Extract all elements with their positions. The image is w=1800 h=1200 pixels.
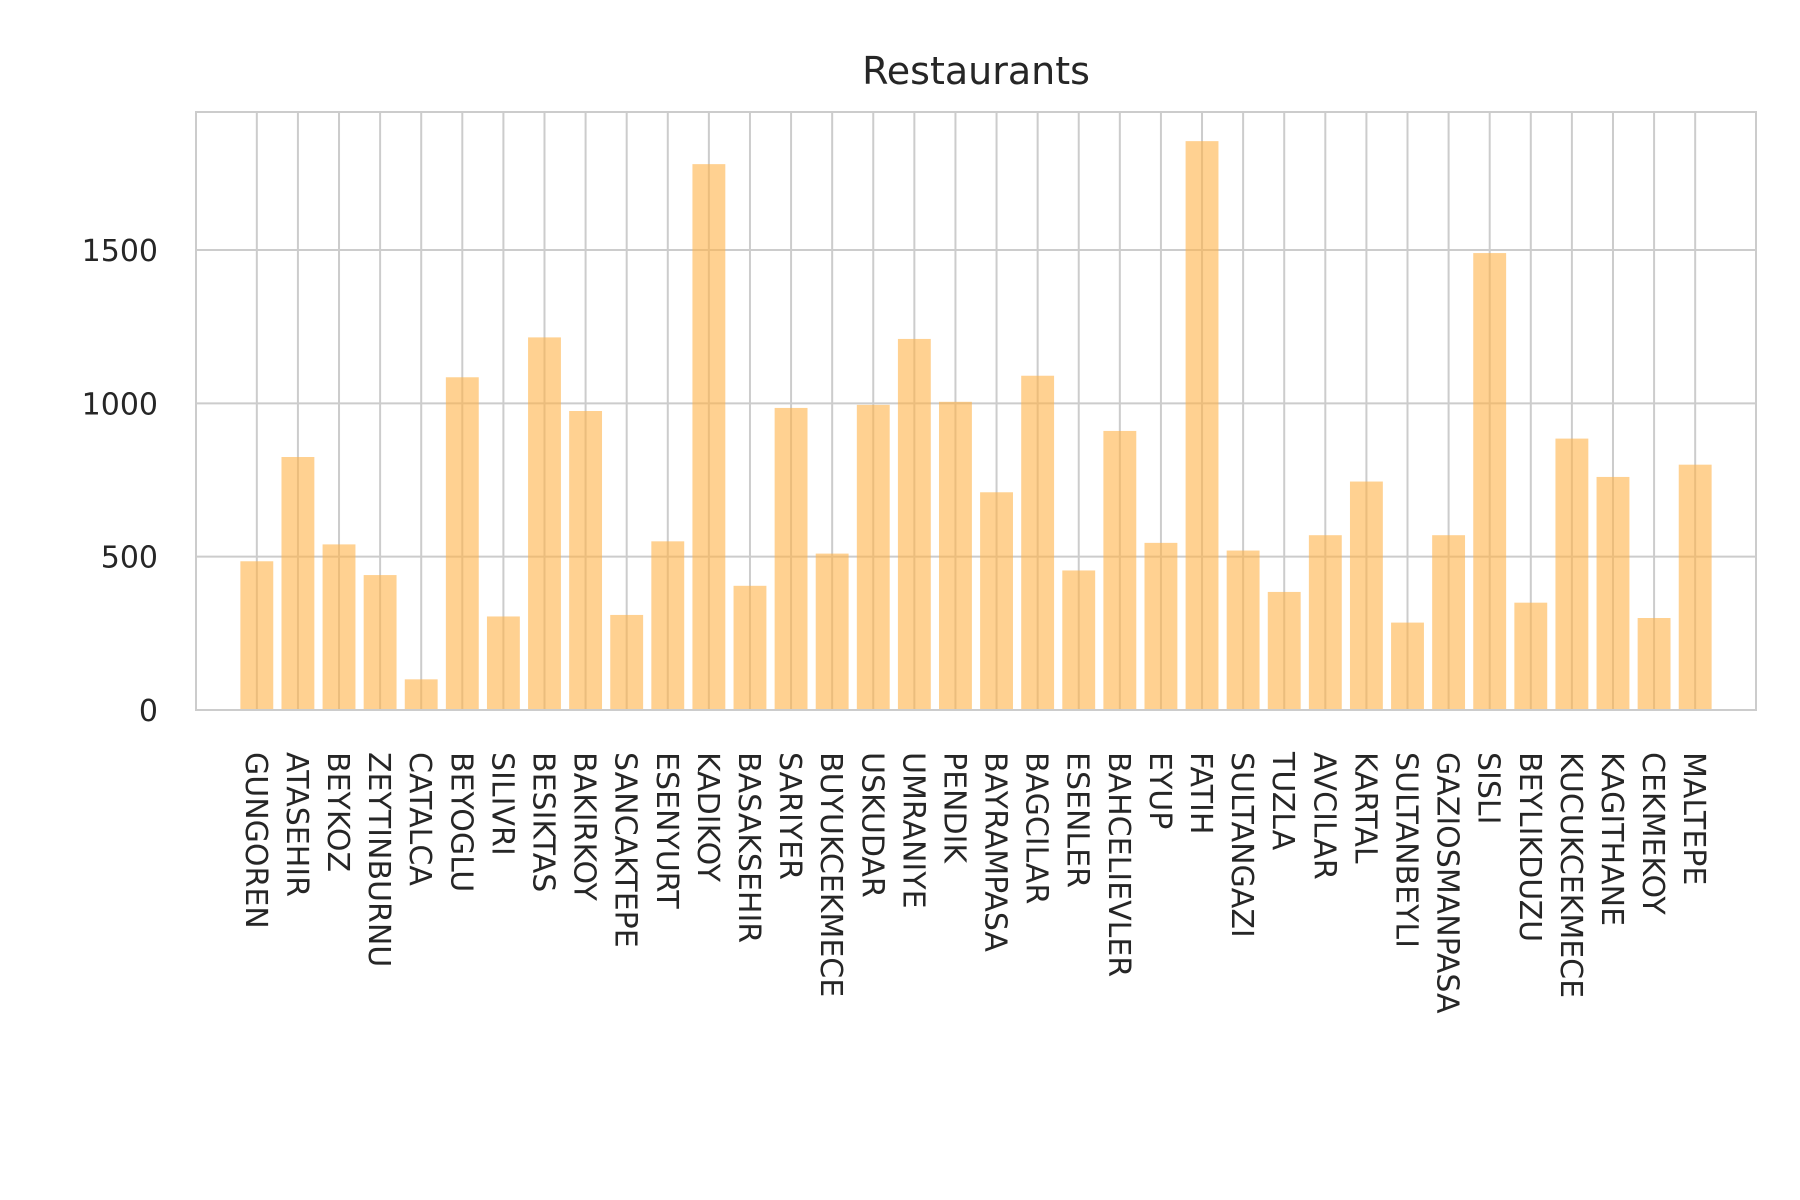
bar xyxy=(569,411,603,710)
bar xyxy=(1432,535,1466,710)
x-tick-label: SULTANGAZI xyxy=(1224,752,1259,938)
x-tick-label: ESENLER xyxy=(1060,752,1095,888)
x-tick-label: ESENYURT xyxy=(649,752,684,909)
bar xyxy=(1144,542,1178,710)
bar xyxy=(651,541,685,710)
bar xyxy=(897,338,931,710)
x-tick-label: BEYLIKDUZU xyxy=(1512,752,1547,942)
bar xyxy=(815,553,849,710)
y-tick-label: 1000 xyxy=(82,387,158,422)
bar xyxy=(1062,570,1096,710)
bar xyxy=(281,457,315,710)
x-tick-label: ZEYTINBURNU xyxy=(361,752,396,967)
x-tick-label: EYUP xyxy=(1142,752,1177,829)
x-tick-label: BUYUKCEKMECE xyxy=(813,752,848,997)
x-tick-label: SARIYER xyxy=(772,752,807,880)
x-tick-label: KARTAL xyxy=(1347,752,1382,864)
chart-title: Restaurants xyxy=(862,49,1090,93)
x-tick-label: KUCUKCEKMECE xyxy=(1553,752,1588,998)
x-tick-label: KAGITHANE xyxy=(1594,752,1629,926)
bar xyxy=(1349,481,1383,710)
x-tick-label: BASAKSEHIR xyxy=(731,752,766,943)
bar xyxy=(1555,438,1589,710)
x-tick-label: ATASEHIR xyxy=(279,752,314,897)
bar xyxy=(1391,622,1424,710)
bar-layer xyxy=(240,141,1712,711)
x-tick-label: PENDIK xyxy=(936,752,971,864)
x-tick-label: MALTEPE xyxy=(1676,752,1711,885)
bar xyxy=(1021,375,1055,710)
bar xyxy=(1473,253,1507,711)
plot-frame xyxy=(195,111,1757,711)
y-tick-label: 500 xyxy=(101,541,158,576)
x-tick-label: BESIKTAS xyxy=(525,752,560,892)
x-tick-label: SULTANBEYLI xyxy=(1389,752,1424,948)
bar xyxy=(240,561,274,710)
x-tick-label: BAHCELIEVLER xyxy=(1101,752,1136,977)
x-tick-label: BEYKOZ xyxy=(320,752,355,872)
x-tick-label: GUNGOREN xyxy=(238,752,273,929)
bar xyxy=(733,585,767,710)
bar xyxy=(322,544,356,710)
bar xyxy=(856,404,890,710)
bar xyxy=(1308,535,1342,710)
bar xyxy=(939,401,972,710)
bar xyxy=(1596,476,1630,710)
bar xyxy=(1678,464,1712,710)
bar xyxy=(1267,591,1301,710)
y-tick-label: 1500 xyxy=(82,234,158,269)
bar xyxy=(486,616,520,710)
x-tick-label: SANCAKTEPE xyxy=(608,752,643,948)
x-tick-label: CATALCA xyxy=(402,752,437,886)
x-tick-label: GAZIOSMANPASA xyxy=(1430,752,1465,1014)
bar xyxy=(1103,430,1137,710)
bar xyxy=(1514,602,1548,710)
x-tick-label: KADIKOY xyxy=(690,752,725,883)
bar xyxy=(980,492,1013,710)
x-tick-label: BAGCILAR xyxy=(1019,752,1054,904)
y-axis-ticks: 0 500 1000 1500 xyxy=(82,234,158,729)
x-tick-label: FATIH xyxy=(1183,752,1218,834)
bar xyxy=(610,614,644,710)
x-tick-label: USKUDAR xyxy=(854,752,889,898)
bar xyxy=(404,679,438,710)
bar xyxy=(528,337,561,710)
bar xyxy=(445,377,479,710)
bar xyxy=(1226,550,1260,710)
x-tick-label: SILIVRI xyxy=(484,752,519,856)
bar xyxy=(363,575,397,710)
bar xyxy=(1637,618,1671,710)
bar xyxy=(692,164,726,711)
x-tick-label: AVCILAR xyxy=(1306,752,1341,880)
x-tick-label: TUZLA xyxy=(1265,751,1300,851)
x-tick-label: UMRANIYE xyxy=(895,752,930,909)
x-tick-label: BEYOGLU xyxy=(443,752,478,892)
x-tick-label: CEKMEKOY xyxy=(1635,752,1670,915)
y-tick-label: 0 xyxy=(139,694,158,729)
x-tick-label: SISLI xyxy=(1471,752,1506,825)
x-tick-label: BAYRAMPASA xyxy=(978,752,1013,952)
bar xyxy=(774,407,808,710)
x-tick-label: BAKIRKOY xyxy=(567,752,602,901)
bar xyxy=(1185,141,1219,711)
x-axis-ticks: GUNGOREN ATASEHIR BEYKOZ ZEYTINBURNU CATALCA… xyxy=(238,751,1711,1014)
